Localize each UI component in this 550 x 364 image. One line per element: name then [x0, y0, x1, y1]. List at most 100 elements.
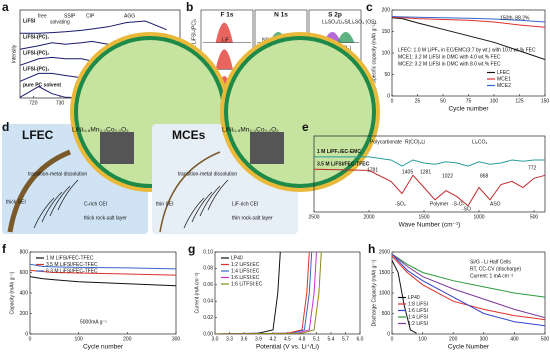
- plot-frame: [313, 135, 546, 213]
- series-group: [392, 253, 545, 334]
- series-line: [30, 263, 176, 270]
- x-tick-label: 1500: [418, 214, 429, 220]
- annotation: -S-O-: [452, 201, 465, 207]
- series-line: [215, 252, 310, 334]
- legend-label: MCE1: [497, 76, 511, 82]
- y-axis-label: Current (mA cm⁻²): [194, 272, 200, 313]
- row-label: LiFSI-(PC)₁: [191, 18, 197, 44]
- panel-label: d: [2, 120, 9, 134]
- annotation: Li₂SO₃/Li₂S/Li₂SO₄ (OS): [322, 19, 376, 25]
- series-line: [313, 168, 546, 207]
- y-tick-label: 800: [20, 249, 29, 255]
- diagram-label: thin SEI: [156, 201, 174, 207]
- x-tick-label: 4.8: [299, 336, 306, 342]
- y-tick-label: 0.04: [203, 299, 213, 305]
- x-tick-label: 100: [74, 336, 83, 342]
- x-tick-label: 3.0: [212, 336, 219, 342]
- x-tick-label: 200: [449, 336, 458, 342]
- column-title: N 1s: [274, 12, 288, 19]
- x-axis-label: Wave Number (cm⁻¹): [399, 222, 461, 229]
- trace-label: LiFSI-(PC)₂: [23, 50, 49, 56]
- series-line: [314, 156, 545, 167]
- x-tick-label: 100: [490, 98, 499, 104]
- series-line: [392, 17, 545, 60]
- annotation: 1022: [442, 173, 453, 179]
- series-line: [20, 20, 167, 34]
- series-line: [392, 255, 545, 321]
- sei: [7, 149, 71, 233]
- trace-label: LiFSI: [23, 18, 36, 24]
- legend-label: LP40: [231, 255, 243, 261]
- annotation: ASO: [490, 201, 501, 207]
- x-tick-label: 730: [56, 100, 65, 106]
- diagram-label: thick SEI: [6, 199, 26, 205]
- annotation: 1281: [420, 169, 431, 175]
- legend-label: 1:6 LiFSI:EC: [231, 275, 260, 281]
- panel-label: h: [368, 242, 375, 256]
- series-line: [392, 253, 545, 327]
- y-tick-label: 600: [20, 270, 29, 276]
- diagram-label: LiF-rich CEI: [232, 201, 258, 207]
- x-tick-label: 4.5: [284, 336, 291, 342]
- annotation: MCE1: 3.2 M LiFSI in DMC with 4.0 wt.% F…: [398, 54, 501, 60]
- tem-image: [250, 132, 284, 164]
- annotation: R(CO)₂Li: [405, 139, 425, 145]
- x-tick-label: 500: [530, 214, 539, 220]
- annotation: LiF: [222, 37, 229, 43]
- x-tick-label: 50: [440, 98, 446, 104]
- legend-label: 1 M LiFSI/FEC-TFEC: [46, 255, 94, 261]
- y-tick-label: 0: [387, 93, 390, 99]
- panel-label: c: [366, 0, 373, 14]
- annotation: SSIP: [64, 13, 76, 19]
- annotation: RT, CC-CV (discharge): [470, 266, 521, 272]
- diagram-label: C-rich CEI: [84, 201, 107, 207]
- legend-label: 1:6 LiFSI: [408, 308, 428, 314]
- x-axis-label: Cycle Number: [448, 344, 490, 351]
- legend-label: LP40: [408, 295, 420, 301]
- x-tick-label: 125: [515, 98, 524, 104]
- annotation: Polymer: [430, 201, 449, 207]
- annotation: 1405: [402, 169, 413, 175]
- x-tick-label: 25: [415, 98, 421, 104]
- y-axis-label: Specific capacity (mAh g⁻¹): [371, 22, 377, 83]
- y-tick-label: 400: [20, 290, 29, 296]
- legend-label: 1:2 LiFSI: [408, 321, 428, 327]
- legend-label: MCE2: [497, 83, 511, 89]
- annotation: solvating: [50, 19, 70, 25]
- legend-label: LFEC: [497, 70, 510, 76]
- x-axis-label: Cycle number: [448, 106, 489, 113]
- x-tick-label: 5.4: [328, 336, 335, 342]
- x-tick-label: 5.1: [313, 336, 320, 342]
- trace-label: LiFSI-(PC)₃: [23, 66, 50, 72]
- column-title: S 2p: [328, 12, 342, 19]
- annotation: -SO₂: [395, 201, 406, 207]
- y-tick-label: 0: [387, 331, 390, 337]
- x-tick-label: 1000: [473, 214, 484, 220]
- y-tick-label: 0.02: [203, 315, 213, 321]
- x-tick-label: 6.0: [357, 336, 364, 342]
- series-group: [30, 263, 176, 287]
- y-axis-label: Capacity (mAh g⁻¹): [9, 271, 15, 314]
- annotation: 868: [480, 173, 489, 179]
- x-tick-label: 4.2: [270, 336, 277, 342]
- x-tick-label: 0: [29, 336, 32, 342]
- series-line: [30, 276, 176, 287]
- annotation: 1781: [367, 167, 378, 173]
- x-axis-label: Potential (V vs. Li⁺/Li): [256, 344, 319, 351]
- annotation: 5000mA g⁻¹: [80, 319, 107, 325]
- panel-label: b: [186, 0, 193, 14]
- trace-label: 3.5 M LiFSI/FEC-TFEC: [317, 161, 370, 167]
- y-tick-label: 0.08: [203, 266, 213, 272]
- series-line: [215, 252, 322, 334]
- legend-label: 1:8 LiFSI: [408, 301, 428, 307]
- column-title: F 1s: [220, 12, 233, 19]
- dissolution-arrow: [183, 197, 205, 229]
- trace-label: pure PC solvent: [23, 82, 61, 88]
- legend-label: 3.5 M LiFSI/FEC-TFEC: [46, 262, 98, 268]
- diagram-label: LiNi₀.₈Mn₀.₁Co₀.₁O₂: [222, 127, 279, 134]
- y-tick-label: 0: [25, 331, 28, 337]
- panel-label: g: [188, 242, 195, 256]
- y-tick-label: 150: [382, 29, 391, 35]
- x-tick-label: 5.7: [342, 336, 349, 342]
- annotation: Current: 1 mA cm⁻²: [470, 273, 514, 279]
